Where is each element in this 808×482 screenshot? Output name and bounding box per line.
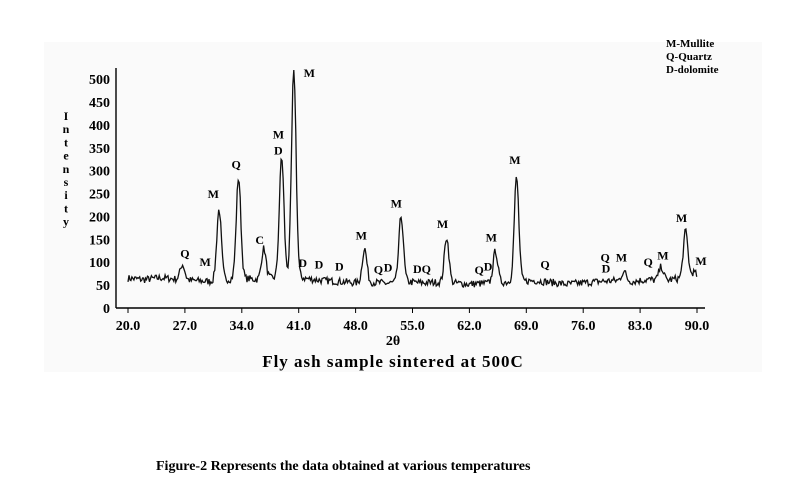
peak-label: Q (474, 263, 483, 277)
x-tick-labels: 20.0 27.0 34.0 41.0 48.0 55.0 62.0 69.0 76.0 83.0… (116, 308, 710, 334)
peak-label: M (304, 66, 315, 80)
peak-label: Q (422, 262, 431, 276)
y-label-char: e (63, 149, 69, 163)
peak-label: M (676, 211, 687, 225)
peak-label: M (616, 250, 627, 264)
x-tick-label: 48.0 (343, 319, 368, 334)
chart-background (44, 42, 762, 372)
peak-label: C (255, 233, 264, 247)
y-tick-label: 200 (89, 210, 110, 225)
peak-label: M (509, 153, 520, 167)
peak-label: D (602, 261, 611, 275)
legend-entry: M-Mullite (666, 38, 714, 50)
peak-label: D (335, 259, 344, 273)
y-label-char: i (64, 188, 68, 202)
y-label-char: s (64, 175, 69, 189)
y-tick-label: 500 (89, 73, 110, 88)
y-label-char: I (64, 109, 69, 123)
x-tick-label: 83.0 (628, 319, 653, 334)
x-tick-label: 55.0 (400, 319, 425, 334)
y-label-char: t (64, 201, 68, 215)
y-tick-label: 0 (103, 302, 110, 317)
peak-label: Q (600, 250, 609, 264)
peak-label: D (298, 256, 307, 270)
x-tick-label: 34.0 (230, 319, 255, 334)
x-tick-label: 27.0 (173, 319, 198, 334)
axes (115, 68, 705, 309)
peak-label: D (484, 259, 493, 273)
y-label-char: t (64, 135, 68, 149)
peak-label: D (315, 258, 324, 272)
y-tick-label: 250 (89, 188, 110, 203)
peak-label: M (486, 231, 497, 245)
y-tick-labels: 0 50 100 150 200 250 300 350 400 450 500 (89, 73, 110, 317)
peak-label: Q (644, 255, 653, 269)
peak-label: M (437, 217, 448, 231)
peak-label: D (384, 260, 393, 274)
y-tick-label: 350 (89, 142, 110, 157)
peak-label: M (657, 248, 668, 262)
peak-label: Q (374, 263, 383, 277)
x-tick-label: 90.0 (685, 319, 710, 334)
legend-entry: Q-Quartz (666, 51, 712, 63)
y-tick-label: 300 (89, 165, 110, 180)
x-axis-label: 2θ (386, 334, 400, 349)
peak-label: D (274, 144, 283, 158)
y-label-char: n (63, 122, 70, 136)
peak-label: M (695, 254, 706, 268)
chart-subtitle: Fly ash sample sintered at 500C (262, 352, 524, 371)
x-tick-label: 76.0 (571, 319, 596, 334)
x-tick-label: 62.0 (457, 319, 482, 334)
figure-caption: Figure-2 Represents the data obtained at… (156, 459, 531, 474)
x-tick-label: 41.0 (286, 319, 311, 334)
y-tick-label: 100 (89, 256, 110, 271)
y-tick-label: 150 (89, 233, 110, 248)
y-label-char: n (63, 162, 70, 176)
y-tick-label: 50 (96, 279, 110, 294)
legend-entry: D-dolomite (666, 64, 719, 76)
peak-label: M (391, 196, 402, 210)
x-tick-label: 20.0 (116, 319, 141, 334)
peak-label: Q (540, 258, 549, 272)
intensity-line (127, 69, 698, 289)
peak-label: M (356, 228, 367, 242)
y-tick-label: 450 (89, 96, 110, 111)
diffraction-trace (127, 69, 698, 289)
peak-label: M (200, 255, 211, 269)
peak-label: M (208, 187, 219, 201)
peak-label: D (413, 262, 422, 276)
peak-label: Q (180, 247, 189, 261)
y-tick-label: 400 (89, 119, 110, 134)
peak-label: M (273, 128, 284, 142)
x-tick-label: 69.0 (514, 319, 539, 334)
peak-label: Q (231, 157, 240, 171)
y-label-char: y (63, 215, 69, 229)
